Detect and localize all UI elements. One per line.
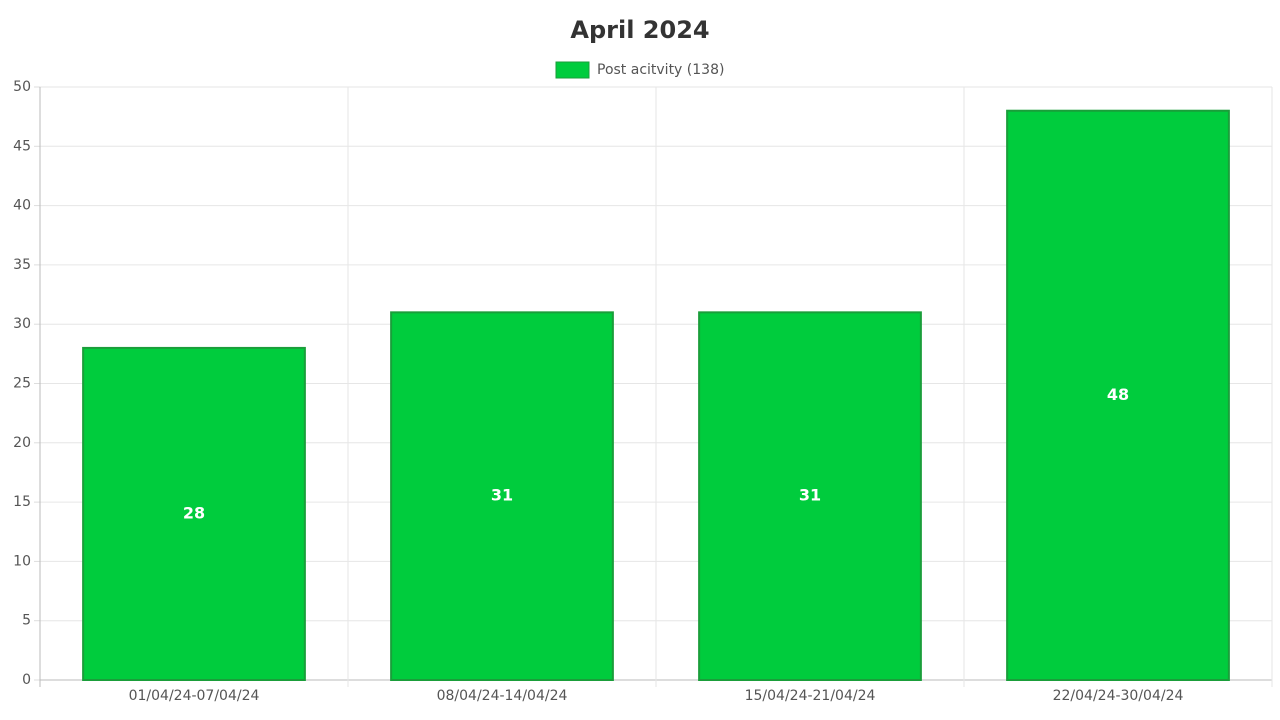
data-label: 31 (491, 486, 513, 505)
legend-label: Post acitvity (138) (597, 62, 724, 78)
y-tick-label: 15 (13, 494, 31, 510)
x-tick-label: 22/04/24-30/04/24 (1053, 688, 1184, 704)
bar (698, 311, 922, 681)
y-tick-label: 45 (13, 138, 31, 154)
y-tick-label: 50 (13, 79, 31, 95)
y-tick-label: 5 (22, 613, 31, 629)
bar (390, 311, 614, 681)
y-tick-label: 10 (13, 553, 31, 569)
x-tick-label: 15/04/24-21/04/24 (745, 688, 876, 704)
data-label: 31 (799, 486, 821, 505)
bar (1006, 109, 1230, 682)
y-tick-label: 35 (13, 257, 31, 273)
y-tick-label: 20 (13, 435, 31, 451)
legend-swatch (555, 61, 590, 79)
y-tick-label: 25 (13, 376, 31, 392)
y-tick-label: 30 (13, 316, 31, 332)
x-tick-label: 01/04/24-07/04/24 (129, 688, 260, 704)
data-label: 48 (1107, 385, 1129, 404)
x-tick-label: 08/04/24-14/04/24 (437, 688, 568, 704)
y-tick-label: 0 (22, 672, 31, 688)
y-tick-label: 40 (13, 198, 31, 214)
data-label: 28 (183, 503, 205, 522)
bar (82, 346, 306, 681)
chart-title: April 2024 (570, 16, 709, 44)
